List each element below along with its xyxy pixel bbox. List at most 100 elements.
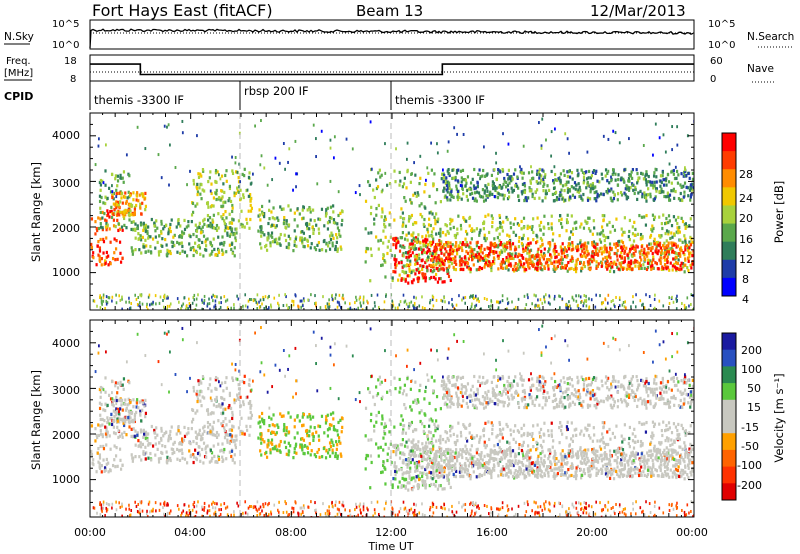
power-cell	[491, 216, 494, 221]
power-cell	[269, 244, 272, 248]
velocity-cell	[114, 454, 118, 458]
power-cell	[372, 188, 375, 192]
power-cell	[548, 188, 551, 193]
power-cell	[430, 275, 433, 280]
velocity-cell	[210, 411, 214, 415]
power-cell	[598, 249, 601, 253]
power-cell	[684, 226, 687, 230]
power-cell	[302, 206, 305, 210]
velocity-cell	[168, 456, 171, 461]
power-cell	[567, 260, 570, 265]
velocity-cell	[328, 454, 332, 458]
power-cell	[467, 187, 471, 191]
power-cell	[670, 189, 673, 193]
power-cell	[99, 183, 103, 187]
power-cell	[465, 240, 468, 245]
power-cell	[296, 207, 299, 211]
power-cell	[666, 260, 669, 265]
velocity-cell	[372, 395, 375, 399]
power-cell	[680, 172, 683, 176]
power-cell	[576, 190, 579, 194]
velocity-cell	[249, 399, 252, 404]
power-sparse-cell	[239, 180, 242, 184]
power-cell	[505, 258, 508, 263]
velocity-cell	[166, 455, 169, 459]
power-cell	[673, 176, 677, 181]
power-cell	[601, 213, 604, 218]
velocity-cell	[124, 398, 127, 402]
power-sparse-cell	[581, 170, 584, 174]
velocity-cell	[302, 438, 306, 442]
power-cell	[455, 262, 458, 267]
power-cell	[627, 179, 630, 183]
power-cell	[246, 221, 249, 225]
power-cell	[642, 177, 646, 181]
power-cell	[595, 260, 598, 264]
velocity-cell	[225, 376, 228, 380]
power-cell	[494, 243, 498, 247]
power-cell	[645, 180, 648, 185]
power-cell	[242, 195, 245, 200]
power-cell	[691, 171, 694, 176]
power-cell	[404, 251, 408, 255]
power-cell	[524, 196, 527, 200]
power-cell	[112, 191, 115, 195]
power-cell	[639, 237, 642, 241]
power-cell	[596, 192, 599, 196]
power-cell	[428, 194, 431, 198]
power-cell	[172, 235, 175, 239]
power-cell	[431, 258, 434, 262]
power-cell	[235, 231, 238, 235]
power-near-range-cell	[331, 293, 333, 297]
power-cell	[677, 253, 680, 257]
power-cell	[197, 238, 200, 242]
power-near-range-cell	[490, 299, 493, 303]
power-cell	[486, 246, 489, 250]
velocity-cell	[364, 406, 368, 410]
power-near-range-cell	[201, 298, 203, 302]
power-cell	[434, 272, 438, 277]
power-near-range-cell	[335, 293, 337, 297]
power-cell	[497, 267, 500, 271]
power-cell	[520, 253, 524, 258]
power-cell	[588, 258, 591, 262]
power-cell	[625, 184, 628, 188]
velocity-cell	[331, 440, 334, 444]
power-sparse-cell	[686, 134, 689, 138]
velocity-cell	[230, 428, 234, 432]
power-cell	[267, 221, 270, 226]
power-cell	[572, 186, 575, 190]
power-cell	[408, 267, 411, 271]
velocity-cell	[154, 436, 157, 440]
velocity-cell	[126, 403, 129, 407]
power-cell	[384, 235, 387, 239]
power-cell	[149, 235, 152, 239]
power-cell	[689, 198, 692, 202]
power-cell	[426, 227, 429, 232]
velocity-cell	[124, 402, 127, 406]
power-cell	[485, 237, 488, 241]
power-cell	[386, 251, 389, 256]
power-cell	[668, 219, 671, 223]
power-cell	[591, 170, 595, 174]
power-cell	[259, 242, 262, 246]
power-cell	[145, 244, 148, 248]
velocity-cell	[180, 437, 184, 441]
power-cell	[517, 198, 521, 203]
power-cell	[456, 232, 459, 236]
power-cell	[608, 189, 611, 193]
power-cell	[420, 247, 423, 251]
power-cell	[553, 269, 556, 273]
power-cell	[194, 241, 197, 245]
power-cell	[620, 193, 624, 197]
velocity-cell	[311, 432, 314, 437]
velocity-cell	[265, 450, 268, 455]
power-cell	[661, 190, 664, 194]
power-cell	[98, 249, 102, 253]
velocity-cell	[167, 439, 170, 443]
power-cell	[394, 259, 397, 264]
power-cell	[425, 240, 428, 244]
power-cell	[631, 254, 634, 259]
power-cell	[608, 250, 611, 255]
power-cell	[119, 173, 122, 177]
